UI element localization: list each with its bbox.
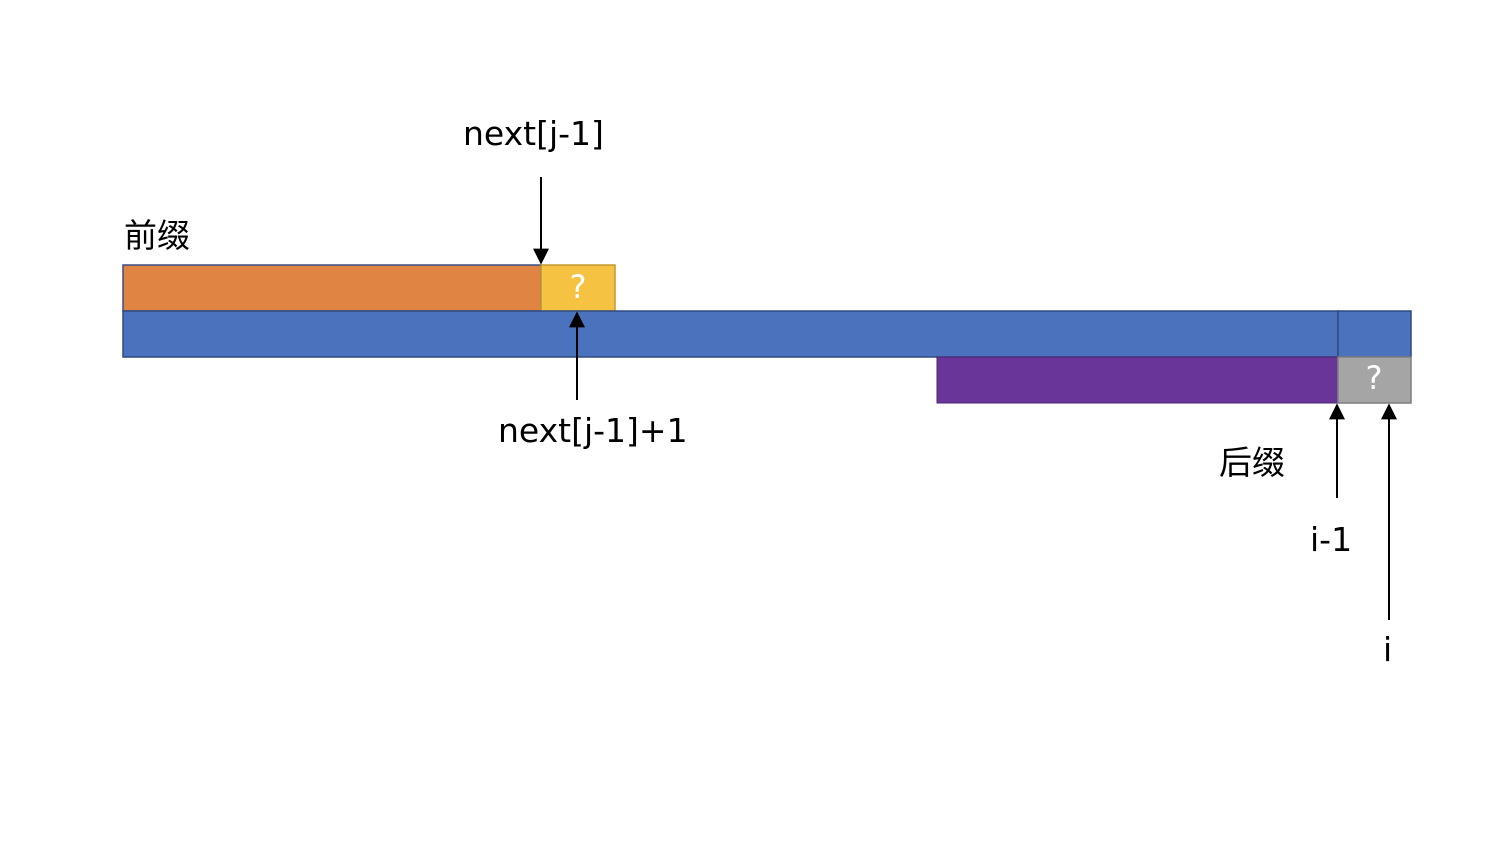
- suffix-bar: [936, 356, 1339, 404]
- prefix-bar: [122, 264, 542, 312]
- suffix-label: 后缀: [1219, 443, 1285, 482]
- prefix-next-char-box: [540, 264, 616, 312]
- prefix-unknown-char: ?: [570, 268, 587, 306]
- suffix-next-char-box: [1337, 356, 1412, 404]
- string-last-char-box: [1337, 310, 1412, 358]
- i-minus-1-label: i-1: [1310, 520, 1352, 559]
- next-j-minus-1-plus-1-label: next[j-1]+1: [498, 411, 688, 450]
- i-label: i: [1383, 630, 1392, 669]
- next-j-minus-1-label: next[j-1]: [463, 114, 604, 153]
- string-bar: [122, 310, 1339, 358]
- prefix-label: 前缀: [124, 216, 190, 255]
- suffix-unknown-char: ?: [1366, 359, 1383, 397]
